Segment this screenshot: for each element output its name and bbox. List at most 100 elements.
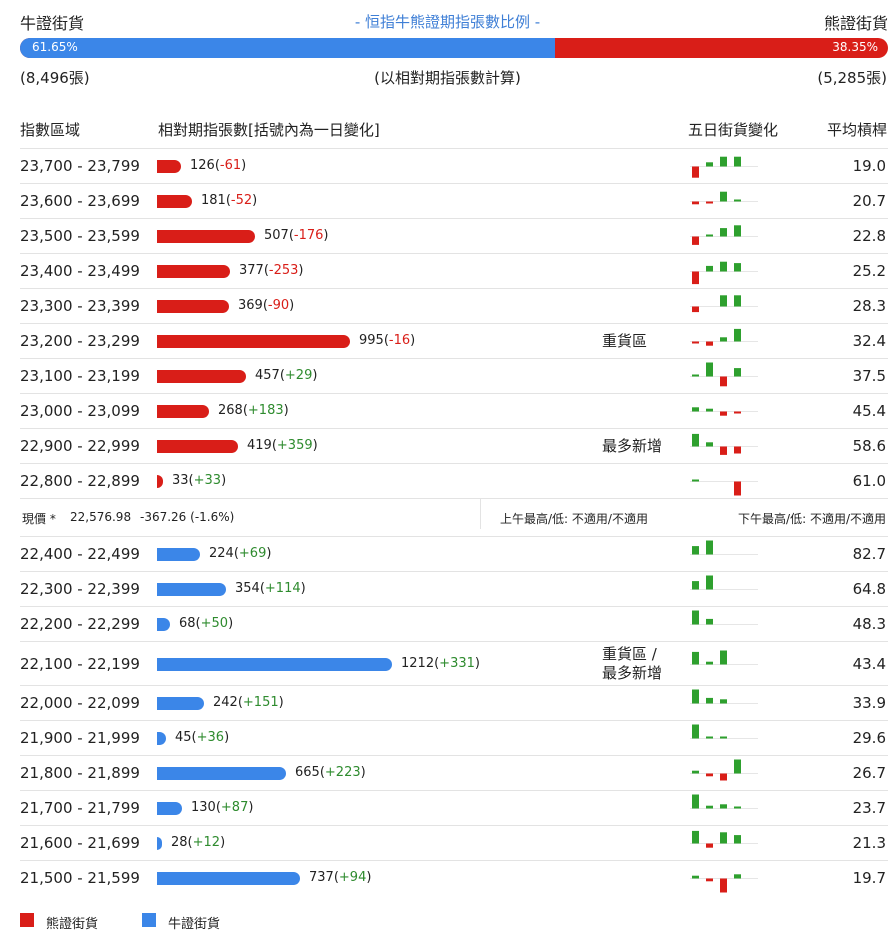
sparkline-bar — [706, 442, 713, 447]
avg-leverage: 82.7 — [852, 545, 886, 563]
five-day-sparkline — [690, 191, 758, 205]
five-day-sparkline — [690, 830, 758, 848]
table-row: 21,600 - 21,699 28(+12) 21.3 — [20, 825, 888, 861]
sparkline-bar — [706, 843, 713, 848]
sparkline-bar — [720, 736, 727, 739]
sparkline-bar — [720, 156, 727, 167]
paren-open: ( — [319, 765, 325, 780]
contracts-value: 130 — [191, 800, 216, 815]
sparkline-bar — [706, 265, 713, 272]
row-range: 21,700 - 21,799 — [20, 799, 140, 817]
contracts-value-group: 737(+94) — [309, 870, 371, 885]
contracts-value-group: 181(-52) — [201, 193, 257, 208]
daily-change: +331 — [439, 655, 475, 671]
paren-close: ) — [221, 473, 227, 488]
daily-change: +183 — [247, 403, 284, 418]
avg-leverage: 26.7 — [852, 764, 886, 782]
contracts-value: 995 — [359, 333, 384, 348]
five-day-sparkline — [690, 540, 758, 555]
sparkline-bar — [706, 736, 713, 739]
paren-close: ) — [278, 695, 284, 710]
sparkline-bar — [734, 446, 741, 454]
contracts-value-group: 268(+183) — [218, 403, 289, 418]
current-price-label: 現價 * — [22, 512, 56, 526]
contracts-value-group: 28(+12) — [171, 835, 225, 850]
contracts-bar — [157, 697, 204, 710]
contracts-value: 457 — [255, 368, 280, 383]
avg-leverage: 25.2 — [852, 262, 886, 280]
legend-bear-swatch — [20, 913, 34, 927]
row-range: 22,900 - 22,999 — [20, 437, 140, 455]
sparkline-bar — [706, 773, 713, 777]
contracts-value: 45 — [175, 730, 192, 745]
paren-close: ) — [228, 616, 234, 631]
contracts-value-group: 45(+36) — [175, 730, 229, 745]
row-range: 23,100 - 23,199 — [20, 367, 140, 385]
contracts-value-group: 1212(+331) — [401, 656, 480, 671]
paren-open: ( — [215, 800, 221, 815]
daily-change: +69 — [238, 546, 267, 561]
sparkline-bar — [692, 794, 699, 809]
legend-bull-label: 牛證街貨 — [168, 917, 221, 932]
sparkline-bar — [692, 479, 699, 482]
contracts-value: 737 — [309, 870, 334, 885]
daily-change: +36 — [196, 730, 225, 745]
paren-open: ( — [434, 655, 440, 671]
sparkline-bar — [692, 830, 699, 844]
contracts-value: 224 — [209, 546, 234, 561]
contracts-value-group: 68(+50) — [179, 616, 233, 631]
contracts-value: 507 — [264, 228, 289, 243]
contracts-value: 354 — [235, 581, 260, 596]
paren-close: ) — [252, 193, 258, 208]
paren-open: ( — [195, 616, 201, 631]
contracts-bar — [157, 370, 246, 383]
col-header-contracts: 相對期指張數[括號內為一日變化] — [158, 121, 380, 139]
daily-change: -52 — [230, 193, 253, 208]
sparkline-bar — [720, 228, 727, 237]
contracts-bar — [157, 335, 350, 348]
contracts-bar — [157, 160, 181, 173]
sparkline-bar — [734, 411, 741, 414]
avg-leverage: 48.3 — [852, 615, 886, 633]
contracts-value: 1212 — [401, 655, 435, 671]
avg-leverage: 58.6 — [852, 437, 886, 455]
table-row: 23,300 - 23,399 369(-90) 28.3 — [20, 288, 888, 324]
table-row: 22,300 - 22,399 354(+114) 64.8 — [20, 571, 888, 607]
daily-change: +114 — [264, 581, 301, 596]
five-day-sparkline — [690, 225, 758, 245]
paren-open: ( — [191, 730, 197, 745]
five-day-sparkline — [690, 433, 758, 455]
contracts-value-group: 665(+223) — [295, 765, 366, 780]
five-day-sparkline — [690, 156, 758, 178]
contracts-value-group: 419(+359) — [247, 438, 318, 453]
contracts-value-group: 354(+114) — [235, 581, 306, 596]
daily-change: +359 — [276, 438, 313, 453]
five-day-sparkline — [690, 362, 758, 387]
sparkline-bar — [720, 376, 727, 387]
table-row: 22,400 - 22,499 224(+69) 82.7 — [20, 536, 888, 572]
sparkline-bar — [734, 759, 741, 774]
sparkline-bar — [720, 446, 727, 455]
avg-leverage: 33.9 — [852, 694, 886, 712]
sparkline-bar — [720, 804, 727, 809]
table-row: 23,500 - 23,599 507(-176) 22.8 — [20, 218, 888, 254]
contracts-bar — [157, 475, 163, 488]
paren-close: ) — [283, 403, 289, 418]
sparkline-bar — [706, 697, 713, 704]
ratio-bar — [20, 38, 888, 58]
contracts-value: 28 — [171, 835, 188, 850]
avg-leverage: 22.8 — [852, 227, 886, 245]
table-row: 22,100 - 22,199 1212(+331) 重貨區 / 最多新增 43.4 — [20, 641, 888, 686]
paren-open: ( — [237, 695, 243, 710]
paren-close: ) — [241, 158, 247, 173]
contracts-value: 377 — [239, 263, 264, 278]
sparkline-bar — [692, 770, 699, 774]
contracts-value: 181 — [201, 193, 226, 208]
contracts-bar — [157, 440, 238, 453]
avg-leverage: 29.6 — [852, 729, 886, 747]
five-day-sparkline — [690, 479, 758, 496]
sparkline-bar — [692, 201, 699, 205]
count-basis: (以相對期指張數計算) — [374, 69, 521, 87]
contracts-value: 419 — [247, 438, 272, 453]
table-row: 23,700 - 23,799 126(-61) 19.0 — [20, 148, 888, 184]
